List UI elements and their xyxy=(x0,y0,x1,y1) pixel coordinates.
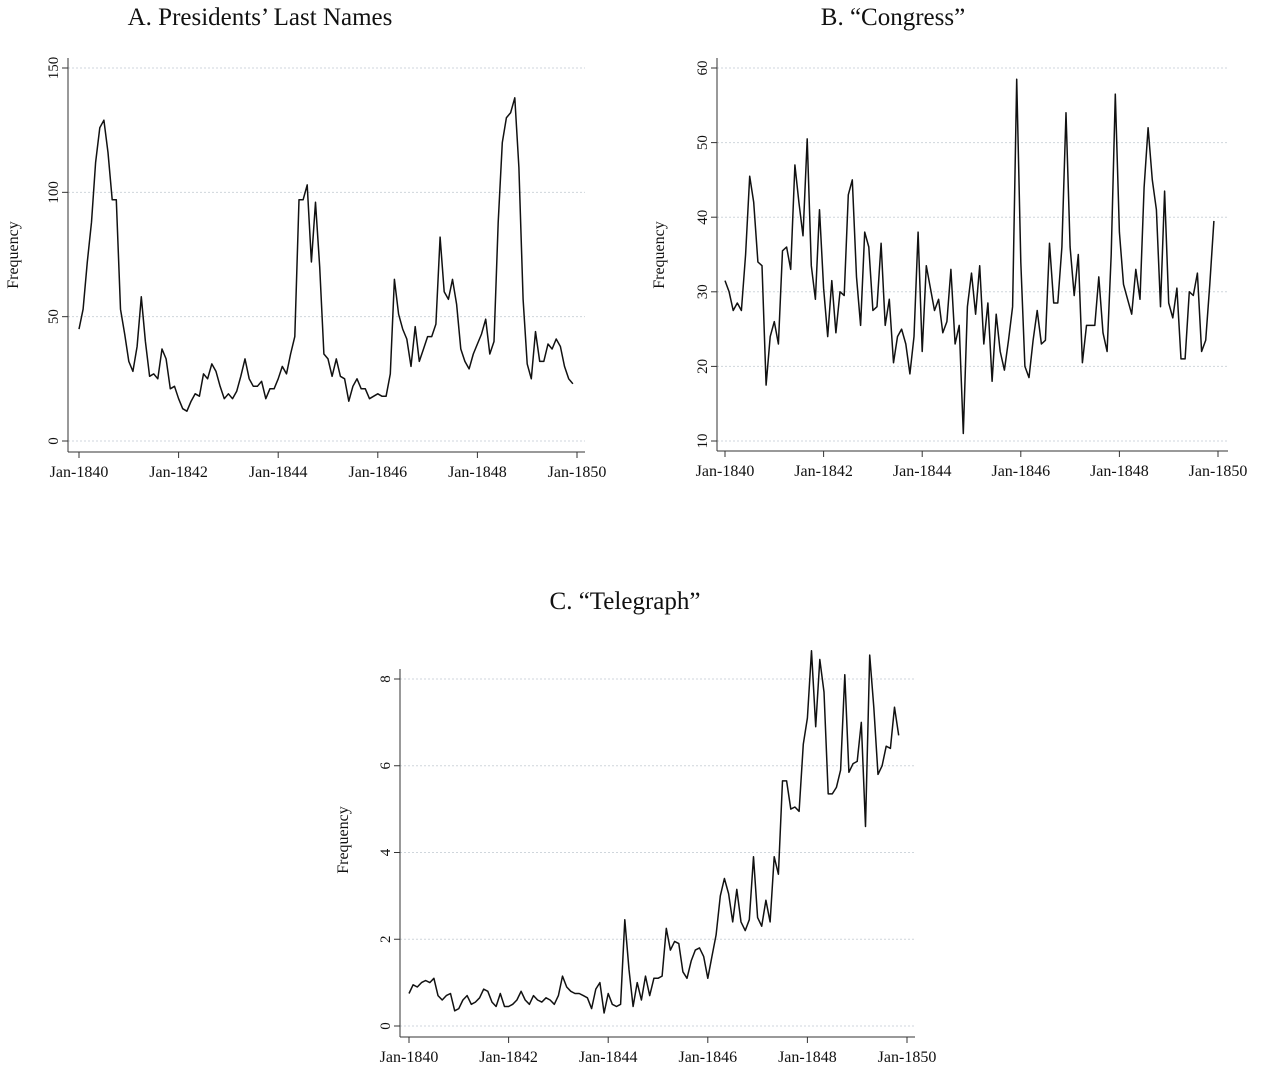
series-line xyxy=(724,78,1215,435)
chart-title: C. “Telegraph” xyxy=(549,588,701,615)
x-tick-label: Jan-1846 xyxy=(678,1049,737,1066)
line-chart: 0 2 4 6 8 Jan-1840 Jan-1842 Jan-1844 Jan-1846 Jan… xyxy=(335,650,937,1066)
x-tick-label: Jan-1842 xyxy=(479,1049,538,1066)
x-tick-label: Jan-1846 xyxy=(991,463,1050,480)
line-chart: 0 50 100 150 Jan-1840 Jan-1842 Jan-1844 Jan-184… xyxy=(5,57,607,481)
x-tick-label: Jan-1844 xyxy=(893,463,952,480)
y-tick-label: 8 xyxy=(378,675,394,683)
chart-panel-congress: B. “Congress” 10 20 30 40 50 60 Jan-1840 Jan-18… xyxy=(640,0,1266,500)
y-tick-label: 60 xyxy=(695,61,711,76)
y-axis-label: Frequency xyxy=(651,221,668,289)
x-tick-label: Jan-1840 xyxy=(380,1049,439,1066)
x-tick-label: Jan-1844 xyxy=(249,464,308,481)
x-tick-label: Jan-1844 xyxy=(579,1049,638,1066)
chart-title: A. Presidents’ Last Names xyxy=(127,4,393,31)
series-line xyxy=(78,97,574,412)
x-tick-label: Jan-1848 xyxy=(778,1049,837,1066)
x-tick-label: Jan-1840 xyxy=(696,463,755,480)
y-tick-label: 20 xyxy=(695,359,711,374)
y-axis-label: Frequency xyxy=(5,221,22,289)
x-tick-label: Jan-1850 xyxy=(878,1049,937,1066)
y-tick-label: 150 xyxy=(46,57,62,80)
line-chart: 10 20 30 40 50 60 Jan-1840 Jan-1842 Jan-1844 Jan-… xyxy=(651,58,1248,480)
y-tick-label: 0 xyxy=(378,1022,394,1030)
y-tick-label: 50 xyxy=(695,135,711,150)
series-line xyxy=(408,650,900,1014)
y-tick-label: 6 xyxy=(378,762,394,770)
x-tick-label: Jan-1850 xyxy=(548,464,607,481)
x-tick-label: Jan-1848 xyxy=(448,464,507,481)
x-tick-label: Jan-1850 xyxy=(1189,463,1248,480)
y-tick-label: 50 xyxy=(46,309,62,324)
chart-title: B. “Congress” xyxy=(820,4,966,31)
x-tick-label: Jan-1842 xyxy=(794,463,853,480)
y-tick-label: 0 xyxy=(46,437,62,445)
chart-panel-telegraph: C. “Telegraph” 0 2 4 6 8 Jan-1840 Jan-1842 Jan-… xyxy=(320,580,950,1069)
y-tick-label: 4 xyxy=(378,848,394,856)
y-tick-label: 100 xyxy=(46,181,62,204)
y-tick-label: 2 xyxy=(378,936,394,944)
x-tick-label: Jan-1840 xyxy=(50,464,109,481)
y-tick-label: 10 xyxy=(695,434,711,449)
chart-panel-presidents: A. Presidents’ Last Names 0 50 100 150 Jan-1… xyxy=(0,0,620,500)
y-tick-label: 30 xyxy=(695,284,711,299)
y-axis-label: Frequency xyxy=(335,806,352,874)
x-tick-label: Jan-1842 xyxy=(149,464,208,481)
x-tick-label: Jan-1846 xyxy=(348,464,407,481)
x-tick-label: Jan-1848 xyxy=(1090,463,1149,480)
y-tick-label: 40 xyxy=(695,210,711,225)
